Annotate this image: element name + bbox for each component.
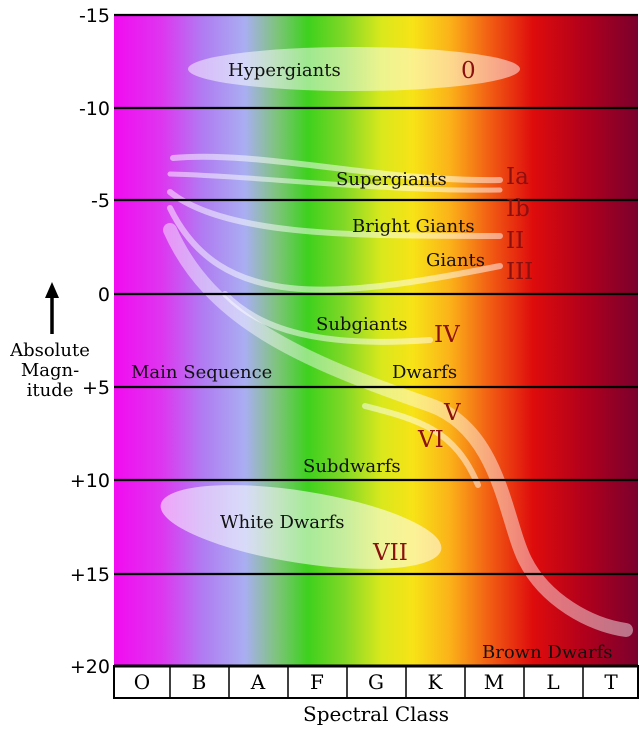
class-label-g: G xyxy=(368,670,384,694)
luminosity-class-labels: 0 Ia Ib II III IV V VI VII xyxy=(372,58,533,566)
label-subgiants: Subgiants xyxy=(316,314,408,335)
hypergiant-ellipse xyxy=(188,47,520,91)
class-label-t: T xyxy=(604,670,618,694)
main-sequence-band xyxy=(163,223,633,637)
tick-minus-5: -5 xyxy=(91,190,110,212)
tick-plus-10: +10 xyxy=(70,470,110,492)
tick-0: 0 xyxy=(98,284,110,306)
class-ia: Ia xyxy=(506,164,529,190)
class-label-o: O xyxy=(134,670,150,694)
label-supergiants: Supergiants xyxy=(336,169,447,190)
class-label-l: L xyxy=(546,670,559,694)
giants-band xyxy=(167,205,503,293)
label-subdwarfs: Subdwarfs xyxy=(303,456,401,477)
subdwarfs-band xyxy=(362,403,481,488)
tick-plus-5: +5 xyxy=(82,377,110,399)
label-bright-giants: Bright Giants xyxy=(352,216,475,237)
spectral-axis: O B A F G K M L T xyxy=(113,664,639,699)
label-main-sequence: Main Sequence xyxy=(131,362,272,383)
class-ib: Ib xyxy=(506,196,530,222)
y-axis-title-line-1: Absolute xyxy=(9,340,90,361)
class-iii: III xyxy=(506,259,533,285)
y-axis-title-line-3: itude xyxy=(27,380,74,401)
label-giants: Giants xyxy=(426,250,485,271)
supergiants-ia-band xyxy=(170,153,503,184)
class-ii: II xyxy=(506,228,524,254)
class-label-k: K xyxy=(428,670,444,694)
luminosity-bands xyxy=(160,47,633,637)
class-label-f: F xyxy=(310,670,324,694)
class-v: V xyxy=(443,400,461,426)
white-dwarf-ellipse xyxy=(160,485,442,569)
tick-plus-20: +20 xyxy=(70,656,110,678)
subgiants-band xyxy=(222,291,433,345)
tick-minus-10: -10 xyxy=(79,98,110,120)
label-dwarfs: Dwarfs xyxy=(392,362,457,383)
label-white-dwarfs: White Dwarfs xyxy=(220,512,345,533)
class-label-b: B xyxy=(192,670,207,694)
supergiants-ib-band xyxy=(167,171,503,193)
label-brown-dwarfs: Brown Dwarfs xyxy=(482,642,612,663)
class-label-m: M xyxy=(484,670,504,694)
class-vi: VI xyxy=(417,427,444,453)
arrowhead-icon xyxy=(45,282,59,298)
class-0: 0 xyxy=(461,58,476,84)
y-axis-title-line-2: Magn- xyxy=(21,360,79,381)
bright-giants-band xyxy=(167,189,503,239)
magnitude-gridlines xyxy=(114,13,638,576)
class-iv: IV xyxy=(434,322,460,348)
class-vii: VII xyxy=(372,540,408,566)
x-axis-title: Spectral Class xyxy=(303,702,449,726)
magnitude-ticks: -15 -10 -5 0 +5 +10 +15 +20 xyxy=(70,5,110,678)
tick-plus-15: +15 xyxy=(70,564,110,586)
label-hypergiants: Hypergiants xyxy=(228,60,341,81)
region-labels: Hypergiants Supergiants Bright Giants Gi… xyxy=(131,60,612,663)
class-label-a: A xyxy=(250,670,266,694)
tick-minus-15: -15 xyxy=(79,5,110,27)
y-axis-title-group: Absolute Magn- itude xyxy=(9,282,90,401)
